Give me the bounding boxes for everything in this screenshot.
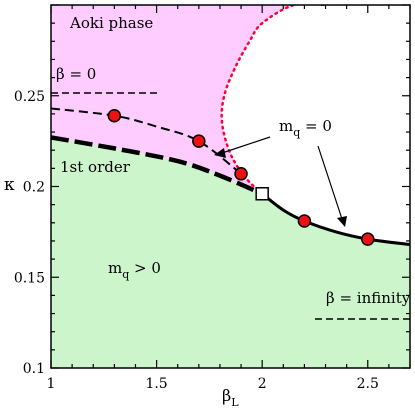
axis-ticks: 1 1.5 2 2.5 0.1 0.15 0.2 0.25	[14, 4, 411, 392]
data-point-circle	[297, 214, 312, 228]
arrow-to-solid-line	[317, 145, 343, 220]
y-tick-label: 0.2	[23, 180, 45, 196]
series-aoki-boundary-dashed	[51, 107, 242, 175]
x-tick-label: 1	[47, 376, 56, 392]
mq-positive-region	[51, 137, 410, 368]
data-markers	[107, 108, 375, 246]
data-point-circle	[192, 134, 206, 148]
beta-zero-label: β = 0	[56, 65, 96, 83]
mq-zero-label: mq = 0	[279, 117, 332, 139]
arrow-head-down	[337, 216, 347, 227]
x-tick-label: 2	[258, 376, 267, 392]
x-tick-label: 2.5	[357, 376, 379, 392]
first-order-label: 1st order	[60, 158, 131, 176]
series-first-order-thick-dashed	[51, 135, 264, 196]
y-tick-label: 0.1	[23, 361, 45, 377]
beta-infinity-label: β = infinity	[326, 289, 411, 307]
y-tick-label: 0.15	[14, 270, 45, 286]
mq-positive-label: mq > 0	[108, 259, 161, 281]
x-tick-label: 1.5	[145, 376, 167, 392]
aoki-phase-region	[51, 5, 326, 194]
x-axis-label: βL	[222, 386, 239, 408]
series-aoki-edge-dotted	[220, 5, 327, 196]
data-point-square	[255, 187, 269, 201]
data-point-circle	[107, 108, 122, 123]
arrow-to-dashed-line	[221, 136, 271, 154]
data-point-circle	[234, 167, 248, 181]
arrow-head-left	[214, 148, 226, 158]
y-tick-label: 0.25	[14, 89, 45, 105]
data-point-circle	[361, 232, 375, 246]
y-axis-label: κ	[4, 175, 15, 195]
aoki-phase-label: Aoki phase	[69, 14, 153, 32]
